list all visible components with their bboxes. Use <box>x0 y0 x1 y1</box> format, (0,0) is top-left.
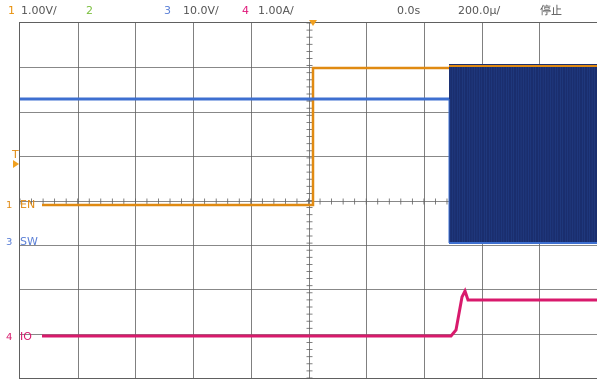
ch4-marker[interactable]: 4 IO <box>6 330 32 343</box>
ch1-scale[interactable]: 1.00V/ <box>21 4 57 17</box>
status-bar: 1 1.00V/ 2 3 10.0V/ 4 1.00A/ 0.0s 200.0µ… <box>0 0 597 22</box>
ch4-number[interactable]: 4 <box>242 4 249 17</box>
run-stop-state[interactable]: 停止 <box>540 4 562 17</box>
timebase[interactable]: 200.0µ/ <box>458 4 501 17</box>
ch4-scale[interactable]: 1.00A/ <box>258 4 294 17</box>
ch3-marker-num: 3 <box>6 237 12 248</box>
ch3-marker-label: SW <box>20 235 38 248</box>
trigger-position-marker <box>309 20 317 26</box>
ch4-trace <box>42 287 597 338</box>
ch2-number[interactable]: 2 <box>86 4 93 17</box>
trigger-level-marker: T <box>11 148 19 168</box>
ch3-scale[interactable]: 10.0V/ <box>183 4 219 17</box>
ch1-marker-num: 1 <box>6 200 12 211</box>
trigger-level-label: T <box>11 148 19 161</box>
ch4-marker-label: IO <box>20 330 32 343</box>
ch3-number[interactable]: 3 <box>164 4 171 17</box>
ch3-marker[interactable]: 3 SW <box>6 235 38 248</box>
ch3-noise <box>449 66 595 242</box>
ch1-trace <box>42 65 597 207</box>
ch4-marker-num: 4 <box>6 332 12 343</box>
ch1-marker-label: EN <box>20 198 35 211</box>
trigger-delay[interactable]: 0.0s <box>397 4 421 17</box>
ch3-switching-fill <box>449 64 597 244</box>
ch1-marker[interactable]: 1 EN <box>6 198 35 211</box>
ch3-trace <box>20 97 597 244</box>
ch1-number[interactable]: 1 <box>8 4 15 17</box>
graticule-frame <box>19 22 597 379</box>
